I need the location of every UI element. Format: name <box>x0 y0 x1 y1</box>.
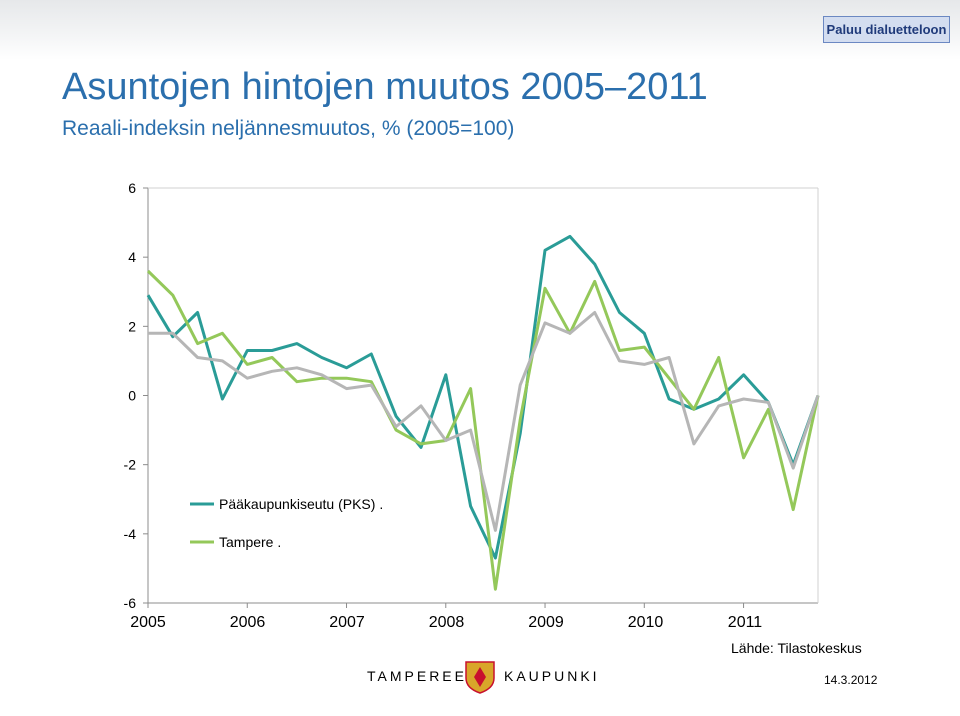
y-tick-label: -6 <box>124 595 137 611</box>
legend-label: Pääkaupunkiseutu (PKS) . <box>219 496 383 512</box>
y-tick-label: 4 <box>128 249 136 265</box>
series-line-2 <box>146 269 820 591</box>
page-subtitle: Reaali-indeksin neljännesmuutos, % (2005… <box>62 117 515 140</box>
back-to-slide-list-button[interactable]: Paluu dialuetteloon <box>823 16 950 43</box>
legend-background <box>186 490 436 562</box>
city-crest-icon <box>465 661 495 694</box>
x-tick-label: 2008 <box>429 614 465 631</box>
x-tick-label: 2009 <box>528 614 564 631</box>
y-tick-label: 6 <box>128 180 136 196</box>
slide-date: 14.3.2012 <box>824 673 878 687</box>
series-line-1 <box>146 234 820 560</box>
logo-text-left: TAMPEREEN <box>367 668 481 684</box>
page-title: Asuntojen hintojen muutos 2005–2011 <box>62 66 708 108</box>
y-tick-label: 0 <box>128 388 136 404</box>
header-gradient <box>0 0 960 60</box>
x-tick-label: 2006 <box>230 614 266 631</box>
y-tick-label: -4 <box>124 526 137 542</box>
y-tick-label: -2 <box>124 457 137 473</box>
x-tick-label: 2005 <box>130 614 166 631</box>
y-tick-label: 2 <box>128 318 136 334</box>
series-line-3 <box>148 311 820 532</box>
x-tick-label: 2010 <box>628 614 664 631</box>
logo-text-right: KAUPUNKI <box>504 668 600 684</box>
legend-label: Tampere . <box>219 534 281 550</box>
x-tick-label: 2011 <box>728 614 763 631</box>
x-tick-label: 2007 <box>329 614 365 631</box>
source-note: Lähde: Tilastokeskus <box>731 640 862 656</box>
